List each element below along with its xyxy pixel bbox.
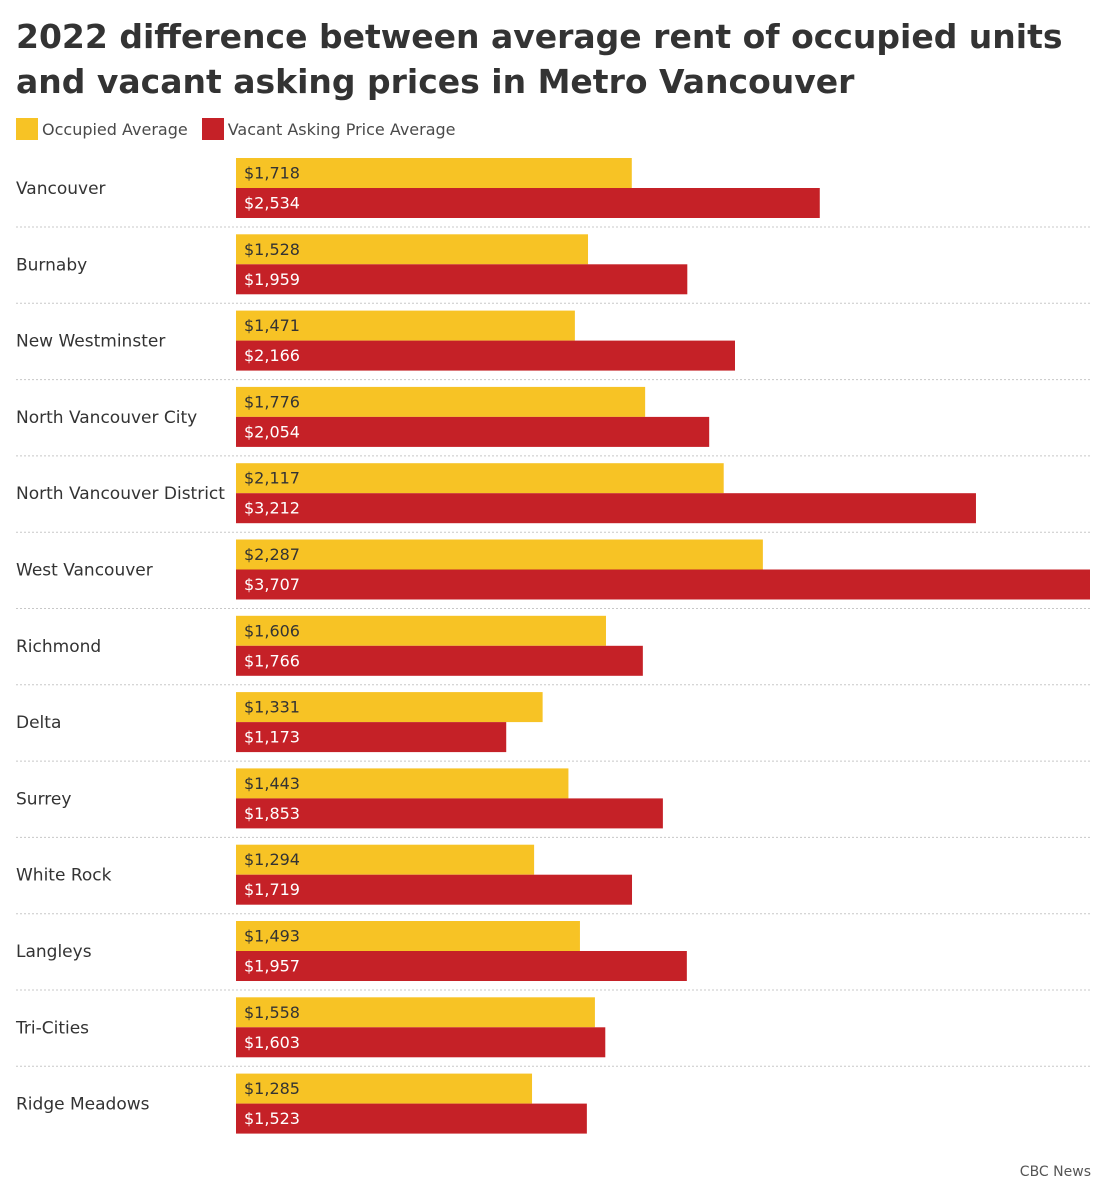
data-label-vacant-delta: $1,173 <box>244 728 300 747</box>
legend: Occupied Average Vacant Asking Price Ave… <box>16 116 470 142</box>
category-label-richmond: Richmond <box>16 637 101 657</box>
bar-occupied-surrey <box>236 768 569 799</box>
data-label-occupied-tri-cities: $1,558 <box>244 1003 300 1022</box>
bar-vacant-north-vancouver-city <box>236 416 710 447</box>
data-label-vacant-langleys: $1,957 <box>244 957 300 976</box>
data-label-vacant-vancouver: $2,534 <box>244 194 300 213</box>
category-label-white-rock: White Rock <box>16 866 112 886</box>
data-label-occupied-ridge-meadows: $1,285 <box>244 1079 300 1098</box>
chart-title: 2022 difference between average rent of … <box>16 17 1063 101</box>
data-label-occupied-vancouver: $1,718 <box>244 164 300 183</box>
bar-occupied-delta <box>236 692 543 723</box>
category-label-new-westminster: New Westminster <box>16 332 165 352</box>
category-label-ridge-meadows: Ridge Meadows <box>16 1095 150 1115</box>
bar-vacant-richmond <box>236 645 643 676</box>
bar-vacant-langleys <box>236 951 687 981</box>
source-note: CBC News <box>1019 1164 1091 1180</box>
legend-item-vacant: Vacant Asking Price Average <box>201 118 456 140</box>
bar-vacant-tri-cities <box>236 1027 606 1058</box>
data-label-vacant-tri-cities: $1,603 <box>244 1033 300 1052</box>
data-label-vacant-new-westminster: $2,166 <box>244 346 300 365</box>
bar-occupied-north-vancouver-city <box>236 386 646 417</box>
bar-occupied-vancouver <box>236 158 632 188</box>
data-label-occupied-surrey: $1,443 <box>244 774 300 793</box>
bar-occupied-north-vancouver-district <box>236 463 724 494</box>
legend-label-occupied: Occupied Average <box>42 119 188 139</box>
bar-vacant-west-vancouver <box>236 569 1090 600</box>
data-label-vacant-surrey: $1,853 <box>244 804 300 823</box>
data-label-occupied-north-vancouver-district: $2,117 <box>244 469 300 488</box>
data-label-vacant-white-rock: $1,719 <box>244 880 300 899</box>
data-label-vacant-richmond: $1,766 <box>244 651 300 670</box>
legend-label-vacant: Vacant Asking Price Average <box>227 119 456 139</box>
data-label-occupied-burnaby: $1,528 <box>244 240 300 259</box>
legend-swatch-occupied <box>16 118 38 140</box>
data-label-occupied-north-vancouver-city: $1,776 <box>244 392 300 411</box>
category-label-burnaby: Burnaby <box>16 255 87 275</box>
data-label-vacant-west-vancouver: $3,707 <box>244 575 300 594</box>
category-label-north-vancouver-district: North Vancouver District <box>16 484 225 504</box>
data-label-vacant-north-vancouver-city: $2,054 <box>244 422 300 441</box>
data-label-occupied-langleys: $1,493 <box>244 927 300 946</box>
data-label-vacant-burnaby: $1,959 <box>244 270 300 289</box>
category-label-north-vancouver-city: North Vancouver City <box>16 408 197 428</box>
data-label-vacant-ridge-meadows: $1,523 <box>244 1109 300 1128</box>
bar-vacant-surrey <box>236 798 663 829</box>
bar-occupied-langleys <box>236 921 580 951</box>
bar-occupied-tri-cities <box>236 997 595 1028</box>
data-label-vacant-north-vancouver-district: $3,212 <box>244 499 300 518</box>
bar-occupied-white-rock <box>236 844 535 875</box>
category-label-langleys: Langleys <box>16 942 92 962</box>
bar-occupied-west-vancouver <box>236 539 763 570</box>
category-label-west-vancouver: West Vancouver <box>16 561 153 581</box>
bar-vacant-burnaby <box>236 264 688 295</box>
bar-vacant-vancouver <box>236 188 820 218</box>
data-label-occupied-white-rock: $1,294 <box>244 850 300 869</box>
bar-occupied-new-westminster <box>236 310 575 341</box>
bar-vacant-north-vancouver-district <box>236 493 976 524</box>
legend-swatch-vacant <box>201 118 224 140</box>
bar-vacant-white-rock <box>236 874 633 905</box>
data-label-occupied-delta: $1,331 <box>244 698 300 717</box>
data-label-occupied-richmond: $1,606 <box>244 621 300 640</box>
bar-vacant-delta <box>236 722 507 753</box>
category-label-tri-cities: Tri-Cities <box>15 1018 89 1038</box>
category-label-vancouver: Vancouver <box>16 179 106 199</box>
legend-item-occupied: Occupied Average <box>16 118 188 140</box>
bar-occupied-ridge-meadows <box>236 1073 533 1104</box>
bar-vacant-ridge-meadows <box>236 1103 587 1134</box>
bar-occupied-burnaby <box>236 234 589 265</box>
category-label-delta: Delta <box>16 713 61 733</box>
data-label-occupied-west-vancouver: $2,287 <box>244 545 300 564</box>
bar-occupied-richmond <box>236 615 606 646</box>
bar-vacant-new-westminster <box>236 340 735 371</box>
category-label-surrey: Surrey <box>16 789 71 809</box>
data-label-occupied-new-westminster: $1,471 <box>244 316 300 335</box>
